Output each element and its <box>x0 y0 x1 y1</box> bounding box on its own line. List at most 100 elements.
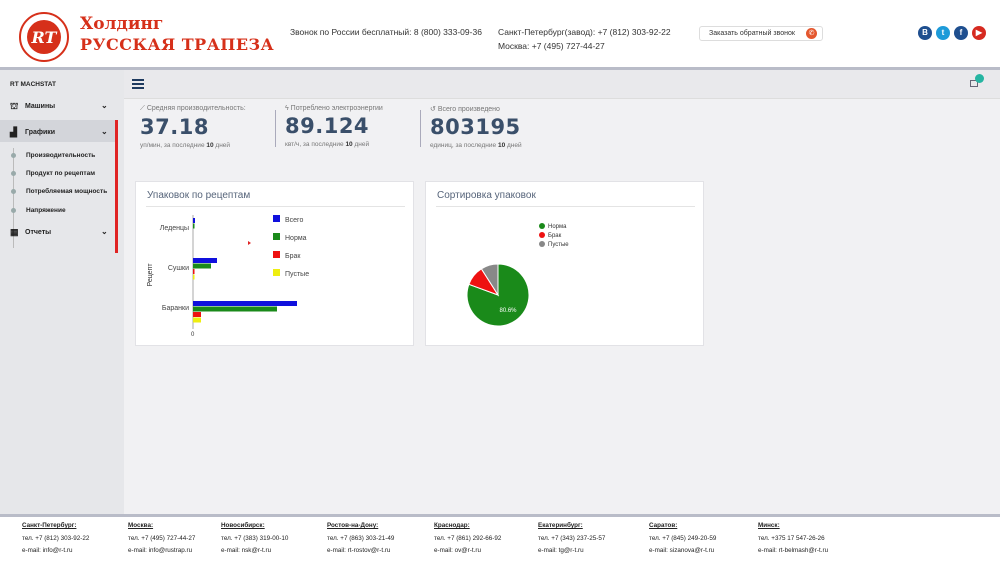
stat-subtext: единиц, за последние 10 дней <box>430 142 522 149</box>
office-city: Краснодар: <box>434 522 470 529</box>
footer-office: Саратов: тел. +7 (845) 249-20-59 e-mail: s… <box>649 522 716 559</box>
office-email[interactable]: e-mail: info@rustrap.ru <box>128 547 193 554</box>
footer-office: Санкт-Петербург: тел. +7 (812) 303-92-22 e… <box>22 522 89 559</box>
bar-2-1 <box>193 269 195 274</box>
x-tick-label: 0 <box>191 332 195 338</box>
bar-1-1 <box>193 263 211 269</box>
chevron-down-icon: ⌄ <box>101 227 108 236</box>
office-city: Новосибирск: <box>221 522 265 529</box>
panel-title: Упаковок по рецептам <box>147 190 251 201</box>
stat-subtext: квт/ч, за последние 10 дней <box>285 141 370 148</box>
office-phone: тел. +7 (861) 292-66-92 <box>434 535 502 542</box>
office-phone: тел. +7 (383) 319-00-10 <box>221 535 289 542</box>
main-toolbar <box>124 70 1000 99</box>
sidebar <box>0 70 124 514</box>
submenu-dot <box>11 189 16 194</box>
callback-button[interactable]: Заказать обратный звонок ✆ <box>699 26 823 41</box>
footer-office: Екатеринбург: тел. +7 (343) 237-25-57 e-ma… <box>538 522 605 559</box>
bar-chart-icon: ▟ <box>10 127 17 137</box>
office-email[interactable]: e-mail: ov@r-t.ru <box>434 547 481 554</box>
office-phone: тел. +375 17 547-26-26 <box>758 535 825 542</box>
table-icon: ▦ <box>10 227 19 237</box>
spb-phone[interactable]: Санкт-Петербург(завод): +7 (812) 303-92-… <box>498 27 671 37</box>
legend-swatch <box>273 251 280 258</box>
office-city: Екатеринбург: <box>538 522 583 529</box>
chevron-down-icon: ⌄ <box>101 127 108 136</box>
office-email[interactable]: e-mail: sizanova@r-t.ru <box>649 547 715 554</box>
bar-0-1 <box>193 258 217 263</box>
office-phone: тел. +7 (495) 727-44-27 <box>128 535 196 542</box>
bar-0-2 <box>193 301 297 306</box>
sidebar-item-label: Машины <box>25 103 56 110</box>
submenu-line <box>13 148 14 248</box>
bar-1-0 <box>193 223 195 229</box>
sidebar-item-machines[interactable]: ⛫ Машины ⌄ <box>0 98 122 116</box>
office-email[interactable]: e-mail: info@r-t.ru <box>22 547 73 554</box>
legend-label: Норма <box>548 224 567 230</box>
office-email[interactable]: e-mail: rt-rostov@r-t.ru <box>327 547 391 554</box>
stat-value: 37.18 <box>140 115 209 139</box>
stat-label: ⟋ Средняя производительность: <box>140 105 246 112</box>
panel-title: Сортировка упаковок <box>437 190 536 201</box>
legend-swatch <box>539 232 545 238</box>
bolt-icon: ϟ <box>285 105 291 112</box>
footer <box>0 514 1000 561</box>
brand-line1: Холдинг <box>80 14 164 34</box>
legend-label: Норма <box>285 235 307 242</box>
legend-swatch <box>273 269 280 276</box>
office-city: Минск: <box>758 522 780 529</box>
youtube-icon[interactable]: ▶ <box>972 26 986 40</box>
hamburger-menu-icon[interactable] <box>132 79 144 89</box>
sidebar-item-charts[interactable]: ▟ Графики ⌄ <box>0 124 122 142</box>
free-call-phone[interactable]: Звонок по России бесплатный: 8 (800) 333… <box>290 27 482 37</box>
panel-divider <box>146 206 405 207</box>
office-phone: тел. +7 (343) 237-25-57 <box>538 535 606 542</box>
category-tick-label: Сушки <box>168 265 189 272</box>
panel-divider <box>436 206 695 207</box>
legend-label: Брак <box>548 233 562 239</box>
sitemap-icon: ⛫ <box>10 101 19 111</box>
line-chart-icon: ⟋ <box>140 105 147 112</box>
facebook-icon[interactable]: f <box>954 26 968 40</box>
office-phone: тел. +7 (812) 303-92-22 <box>22 535 90 542</box>
pie-slice-2 <box>480 263 499 297</box>
msk-phone[interactable]: Москва: +7 (495) 727-44-27 <box>498 41 605 51</box>
office-email[interactable]: e-mail: nsk@r-t.ru <box>221 547 272 554</box>
office-city: Ростов-на-Дону: <box>327 522 379 529</box>
sort-pie-chart: 80.6% Норма Брак Пустые <box>466 223 569 327</box>
bar-1-2 <box>193 306 277 312</box>
submenu-item-power[interactable]: Потребляемая мощность <box>26 188 108 195</box>
legend-label: Пустые <box>285 271 309 278</box>
footer-office: Ростов-на-Дону: тел. +7 (863) 303-21-49 e-… <box>327 522 394 559</box>
vk-icon[interactable]: В <box>918 26 932 40</box>
submenu-item-productivity[interactable]: Производительность <box>26 152 96 159</box>
office-city: Санкт-Петербург: <box>22 522 77 529</box>
recipes-bar-chart: Рецепт 0 Леденцы Сушки Баранки Всего Норма Брак… <box>147 215 309 338</box>
office-email[interactable]: e-mail: rt-belmash@r-t.ru <box>758 547 829 554</box>
category-tick-label: Баранки <box>162 305 189 312</box>
footer-office: Краснодар: тел. +7 (861) 292-66-92 e-mail:… <box>434 522 501 559</box>
submenu-item-product-by-recipe[interactable]: Продукт по рецептам <box>26 170 96 177</box>
stat-value: 803195 <box>430 115 521 139</box>
logo-seal-icon[interactable]: RT <box>15 11 73 63</box>
submenu-item-voltage[interactable]: Напряжение <box>26 207 66 214</box>
stat-value: 89.124 <box>285 114 370 138</box>
sort-panel: Сортировка упаковок 80.6% Норма Брак Пустые <box>425 181 704 346</box>
bar-3-1 <box>193 274 195 280</box>
twitter-icon[interactable]: t <box>936 26 950 40</box>
legend-swatch <box>539 241 545 247</box>
sidebar-item-reports[interactable]: ▦ Отчеты ⌄ <box>0 224 122 242</box>
stat-label: ↺ Всего произведено <box>430 106 500 113</box>
bar-2-2 <box>193 312 201 317</box>
chevron-down-icon: ⌄ <box>101 101 108 110</box>
mail-icon[interactable] <box>970 80 978 87</box>
office-email[interactable]: e-mail: tg@r-t.ru <box>538 547 584 554</box>
callback-label: Заказать обратный звонок <box>709 30 795 37</box>
legend-label: Брак <box>285 253 301 260</box>
footer-office: Новосибирск: тел. +7 (383) 319-00-10 e-mai… <box>221 522 288 559</box>
svg-text:RT: RT <box>31 28 58 47</box>
submenu-dot <box>11 153 16 158</box>
pie-slice-label: 80.6% <box>499 308 517 314</box>
sidebar-item-label: Отчеты <box>25 229 52 236</box>
